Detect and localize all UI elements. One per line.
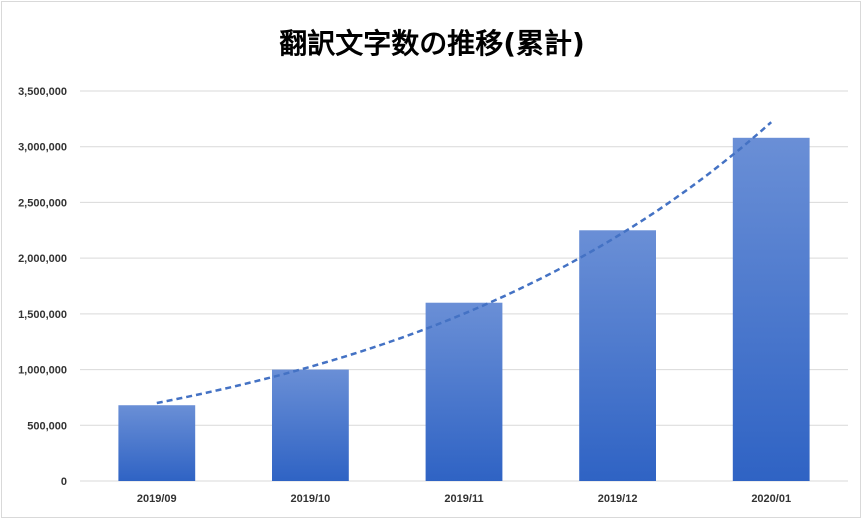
y-tick-label: 500,000 xyxy=(27,420,67,432)
bar xyxy=(425,302,503,481)
x-tick-label: 2020/01 xyxy=(751,493,791,505)
y-tick-label: 3,000,000 xyxy=(18,142,67,154)
bar xyxy=(732,137,810,482)
x-tick-label: 2019/09 xyxy=(137,493,177,505)
y-tick-label: 3,500,000 xyxy=(18,86,67,98)
y-tick-label: 1,500,000 xyxy=(18,309,67,321)
bar xyxy=(272,369,349,481)
x-tick-label: 2019/11 xyxy=(444,493,483,505)
x-tick-label: 2019/12 xyxy=(598,493,638,505)
y-tick-label: 2,000,000 xyxy=(18,253,67,265)
y-tick-label: 2,500,000 xyxy=(18,197,67,209)
y-tick-label: 0 xyxy=(61,476,67,488)
y-tick-label: 1,000,000 xyxy=(18,365,67,377)
chart-title: 翻訳文字数の推移(累計) xyxy=(279,27,585,60)
trendline xyxy=(156,121,773,405)
bar xyxy=(579,230,656,481)
x-tick-label: 2019/10 xyxy=(291,493,331,505)
bar xyxy=(118,405,196,481)
